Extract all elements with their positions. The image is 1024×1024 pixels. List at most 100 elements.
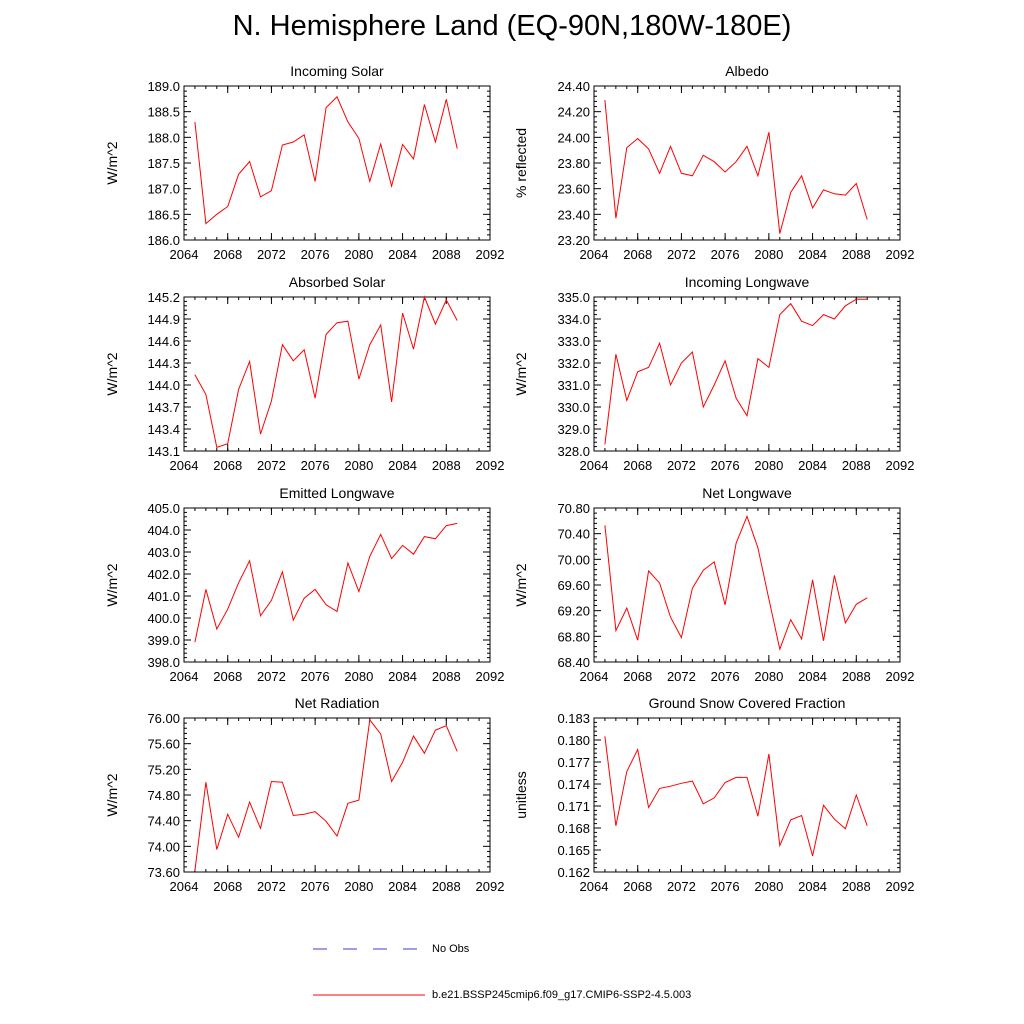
x-tick-label: 2084	[388, 879, 417, 894]
y-tick-label: 143.7	[147, 400, 180, 415]
y-tick-label: 143.1	[147, 444, 180, 459]
x-tick-label: 2068	[213, 458, 242, 473]
x-tick-label: 2076	[301, 669, 330, 684]
y-tick-label: 24.00	[557, 130, 590, 145]
x-tick-label: 2084	[798, 669, 827, 684]
panel-title: Net Radiation	[295, 695, 380, 711]
y-tick-label: 188.5	[147, 105, 180, 120]
series-line	[194, 295, 458, 448]
y-tick-label: 143.4	[147, 422, 180, 437]
plot-frame	[593, 85, 901, 241]
x-tick-label: 2088	[432, 247, 461, 262]
x-tick-label: 2080	[754, 247, 783, 262]
y-tick-label: 189.0	[147, 79, 180, 94]
y-tick-label: 144.9	[147, 312, 180, 327]
x-tick-label: 2064	[580, 458, 609, 473]
x-tick-label: 2080	[344, 458, 373, 473]
y-tick-label: 331.0	[557, 378, 590, 393]
x-tick-label: 2072	[667, 247, 696, 262]
y-tick-label: 23.20	[557, 233, 590, 248]
panel-title: Net Longwave	[702, 485, 792, 501]
y-tick-label: 76.00	[147, 711, 180, 726]
x-tick-label: 2076	[711, 669, 740, 684]
y-tick-label: 23.80	[557, 156, 590, 171]
panel-2: Albedo % reflected 2064 2068 2072 2076 2080 208…	[513, 63, 914, 262]
x-tick-label: 2092	[886, 247, 915, 262]
x-tick-label: 2068	[623, 458, 652, 473]
plot-frame	[593, 507, 901, 663]
y-tick-label: 332.0	[557, 356, 590, 371]
y-tick-label: 335.0	[557, 290, 590, 305]
y-tick-label: 404.0	[147, 523, 180, 538]
series-line	[604, 736, 868, 857]
y-tick-label: 405.0	[147, 501, 180, 516]
x-tick-label: 2092	[476, 458, 505, 473]
y-tick-label: 73.60	[147, 865, 180, 880]
y-tick-label: 334.0	[557, 312, 590, 327]
x-tick-label: 2068	[213, 669, 242, 684]
y-tick-label: 0.168	[557, 821, 590, 836]
y-tick-label: 74.00	[147, 839, 180, 854]
series-line	[194, 95, 458, 225]
y-tick-label: 0.180	[557, 733, 590, 748]
y-axis-label: W/m^2	[104, 352, 120, 395]
x-tick-label: 2076	[301, 879, 330, 894]
plot-frame	[183, 717, 491, 873]
x-tick-label: 2092	[886, 458, 915, 473]
y-tick-label: 398.0	[147, 655, 180, 670]
y-axis-label: W/m^2	[513, 352, 529, 395]
x-tick-label: 2088	[842, 879, 871, 894]
y-tick-label: 333.0	[557, 334, 590, 349]
y-tick-label: 74.80	[147, 788, 180, 803]
y-tick-label: 68.80	[557, 629, 590, 644]
y-tick-label: 186.0	[147, 233, 180, 248]
y-tick-label: 399.0	[147, 633, 180, 648]
y-tick-label: 188.0	[147, 130, 180, 145]
legend-obs-label: No Obs	[432, 943, 470, 955]
plot-frame	[183, 507, 491, 663]
x-tick-label: 2080	[344, 879, 373, 894]
x-tick-label: 2068	[623, 879, 652, 894]
panel-1: Incoming Solar W/m^2 2064 2068 2072 2076 2080 2…	[104, 63, 504, 262]
panel-3: Absorbed Solar W/m^2 2064 2068 2072 2076 2080 2…	[104, 274, 504, 473]
panel-7: Net Radiation W/m^2 2064 2068 2072 2076 2080 20…	[104, 695, 504, 894]
y-tick-label: 75.60	[147, 737, 180, 752]
y-tick-label: 402.0	[147, 567, 180, 582]
panel-4: Incoming Longwave W/m^2 2064 2068 2072 2076 20…	[513, 274, 914, 473]
y-tick-label: 24.40	[557, 79, 590, 94]
x-tick-label: 2072	[667, 669, 696, 684]
y-tick-label: 144.3	[147, 356, 180, 371]
x-tick-label: 2068	[213, 879, 242, 894]
y-tick-label: 144.6	[147, 334, 180, 349]
y-tick-label: 328.0	[557, 444, 590, 459]
x-tick-label: 2088	[842, 669, 871, 684]
figure-title: N. Hemisphere Land (EQ-90N,180W-180E)	[232, 10, 792, 42]
x-tick-label: 2064	[170, 247, 199, 262]
x-tick-label: 2064	[580, 247, 609, 262]
y-tick-label: 74.40	[147, 814, 180, 829]
y-tick-label: 330.0	[557, 400, 590, 415]
x-tick-label: 2080	[344, 669, 373, 684]
series-line	[604, 298, 868, 445]
x-tick-label: 2088	[842, 458, 871, 473]
x-tick-label: 2068	[213, 247, 242, 262]
y-tick-label: 70.40	[557, 527, 590, 542]
panel-title: Albedo	[725, 63, 769, 79]
x-tick-label: 2084	[798, 247, 827, 262]
panel-6: Net Longwave W/m^2 2064 2068 2072 2076 2080 208…	[513, 485, 914, 684]
panel-title: Emitted Longwave	[279, 485, 394, 501]
x-tick-label: 2080	[754, 879, 783, 894]
y-tick-label: 187.0	[147, 182, 180, 197]
x-tick-label: 2076	[301, 247, 330, 262]
x-tick-label: 2084	[388, 458, 417, 473]
y-tick-label: 69.20	[557, 604, 590, 619]
x-tick-label: 2088	[432, 458, 461, 473]
x-tick-label: 2068	[623, 247, 652, 262]
series-line	[604, 514, 868, 651]
panel-title: Absorbed Solar	[289, 274, 386, 290]
x-tick-label: 2064	[170, 669, 199, 684]
y-tick-label: 0.174	[557, 777, 590, 792]
y-tick-label: 187.5	[147, 156, 180, 171]
y-axis-label: W/m^2	[104, 773, 120, 816]
